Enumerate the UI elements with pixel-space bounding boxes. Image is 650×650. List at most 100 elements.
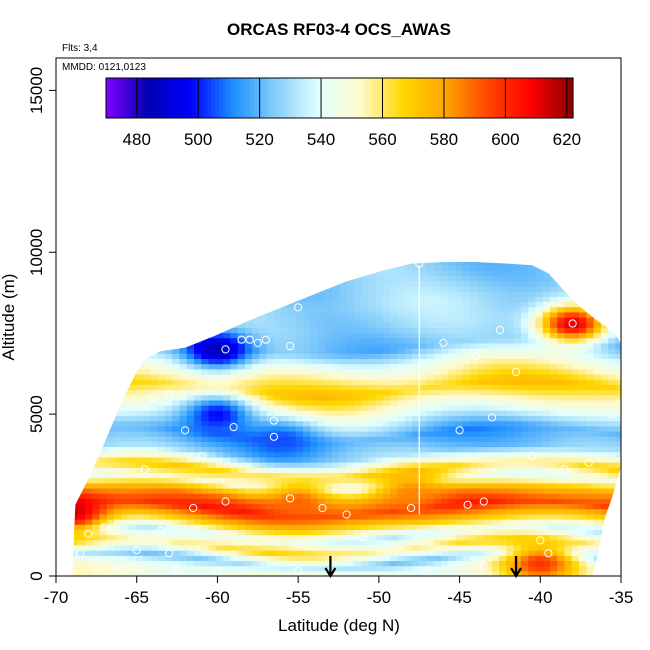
heatmap-cell [346, 353, 355, 360]
heatmap-cell [252, 425, 260, 432]
heatmap-cell [244, 425, 253, 432]
heatmap-cell [77, 327, 86, 334]
heatmap-cell [179, 513, 188, 520]
heatmap-cell [579, 363, 587, 370]
heatmap-cell [375, 446, 384, 453]
heatmap-cell [302, 332, 311, 339]
heatmap-cell [273, 425, 282, 432]
heatmap-cell [564, 441, 573, 448]
heatmap-cell [535, 342, 544, 349]
heatmap-cell [85, 498, 93, 505]
heatmap-cell [455, 301, 464, 308]
heatmap-cell [244, 327, 253, 334]
heatmap-cell [549, 570, 558, 576]
heatmap-cell [209, 255, 217, 261]
heatmap-cell [586, 493, 595, 499]
heatmap-cell [419, 368, 428, 375]
heatmap-cell [85, 353, 93, 360]
heatmap-cell [564, 544, 573, 551]
heatmap-cell [448, 456, 457, 463]
heatmap-cell [114, 405, 122, 411]
heatmap-cell [513, 280, 522, 287]
heatmap-cell [310, 555, 319, 562]
heatmap-cell [179, 544, 188, 551]
heatmap-cell [201, 394, 210, 401]
heatmap-cell [238, 250, 246, 256]
heatmap-cell [586, 280, 595, 287]
colorbar-segment [117, 78, 123, 118]
heatmap-cell [419, 337, 428, 344]
heatmap-cell [85, 508, 93, 515]
heatmap-cell [484, 410, 493, 417]
heatmap-cell [542, 301, 551, 308]
heatmap-cell [586, 348, 595, 354]
heatmap-cell [332, 482, 340, 489]
heatmap-cell [368, 477, 377, 484]
heatmap-cell [208, 415, 217, 422]
heatmap-cell [462, 342, 471, 349]
heatmap-cell [448, 477, 457, 484]
heatmap-cell [411, 332, 420, 339]
heatmap-cell [252, 311, 260, 318]
heatmap-cell [72, 322, 79, 328]
sample-point [108, 562, 117, 571]
heatmap-cell [433, 555, 442, 562]
heatmap-cell [593, 389, 602, 396]
heatmap-cell [600, 441, 609, 448]
heatmap-cell [513, 534, 522, 541]
heatmap-cell [332, 342, 340, 349]
heatmap-cell [368, 565, 377, 572]
heatmap-cell [295, 498, 304, 505]
heatmap-cell [72, 456, 79, 463]
heatmap-cell [470, 472, 478, 479]
heatmap-cell [172, 560, 181, 567]
heatmap-cell [230, 337, 239, 344]
heatmap-cell [426, 529, 435, 536]
heatmap-cell [266, 389, 275, 396]
heatmap-cell [56, 483, 64, 489]
heatmap-cell [499, 368, 507, 375]
heatmap-cell [310, 379, 319, 385]
heatmap-cell [310, 446, 319, 453]
heatmap-cell [172, 539, 181, 546]
heatmap-cell [164, 262, 173, 266]
heatmap-cell [608, 436, 616, 442]
heatmap-cell [179, 373, 188, 380]
heatmap-cell [368, 415, 377, 422]
heatmap-cell [346, 306, 355, 313]
heatmap-cell [382, 477, 391, 484]
heatmap-cell [252, 441, 260, 448]
heatmap-cell [121, 405, 130, 411]
heatmap-cell [564, 275, 573, 282]
heatmap-cell [470, 265, 478, 271]
heatmap-cell [259, 513, 268, 520]
heatmap-cell [128, 570, 137, 576]
heatmap-cell [411, 550, 420, 556]
heatmap-cell [499, 280, 507, 287]
heatmap-cell [56, 426, 64, 432]
heatmap-cell [135, 498, 144, 505]
heatmap-cell [433, 327, 442, 334]
heatmap-cell [506, 415, 515, 422]
heatmap-cell [462, 327, 471, 334]
heatmap-cell [608, 529, 616, 536]
heatmap-cell [208, 291, 217, 297]
heatmap-cell [615, 415, 621, 422]
heatmap-cell [382, 368, 391, 375]
heatmap-cell [324, 337, 333, 344]
heatmap-cell [426, 363, 435, 370]
heatmap-cell [259, 508, 268, 515]
heatmap-cell [528, 363, 537, 370]
heatmap-cell [179, 301, 188, 308]
heatmap-cell [593, 405, 602, 411]
heatmap-cell [172, 441, 181, 448]
heatmap-cell [528, 430, 537, 437]
heatmap-cell [368, 570, 377, 576]
heatmap-cell [273, 348, 282, 354]
heatmap-cell [56, 276, 64, 282]
heatmap-cell [128, 332, 137, 339]
heatmap-cell [339, 524, 348, 530]
heatmap-cell [535, 311, 544, 318]
heatmap-cell [361, 519, 369, 525]
heatmap-cell [164, 327, 173, 334]
